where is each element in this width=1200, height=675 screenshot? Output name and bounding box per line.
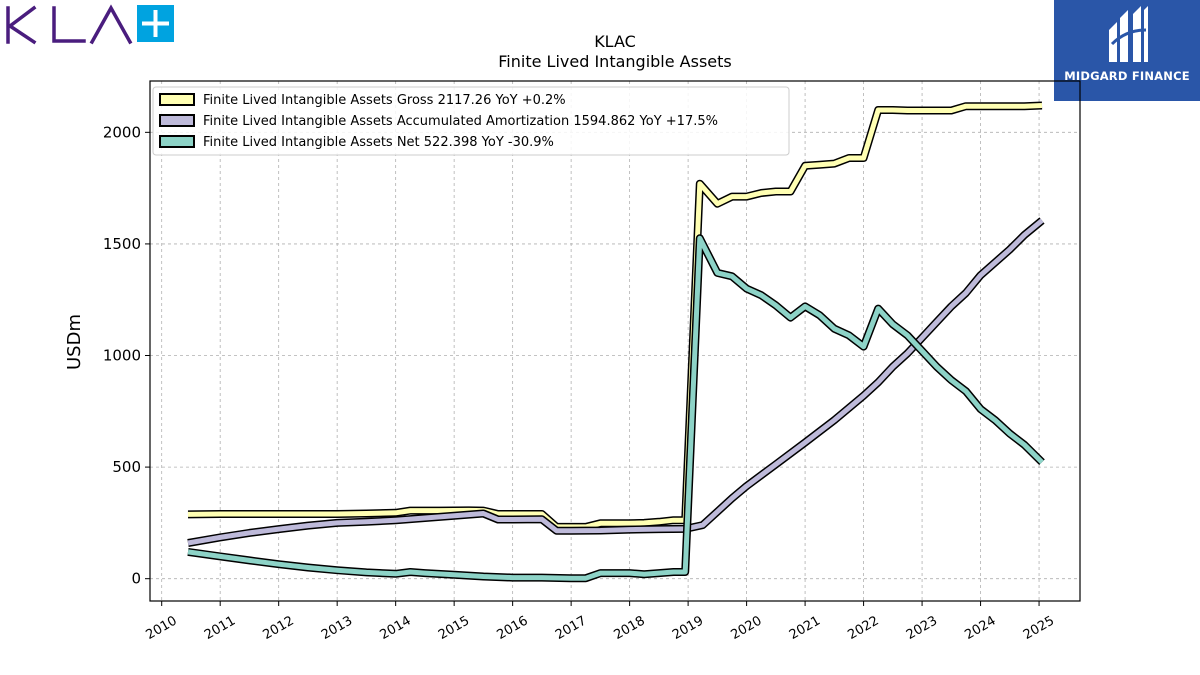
x-tick-label: 2011 bbox=[202, 613, 238, 643]
y-tick-label: 1000 bbox=[103, 347, 141, 365]
legend: Finite Lived Intangible Assets Gross 211… bbox=[152, 86, 790, 156]
x-tick-label: 2018 bbox=[611, 613, 647, 643]
x-tick-label: 2025 bbox=[1021, 613, 1057, 643]
series-lines bbox=[187, 101, 1045, 583]
kla-letter-k bbox=[6, 5, 37, 45]
kla-plus-cross bbox=[142, 10, 169, 37]
x-tick-label: 2016 bbox=[494, 613, 530, 643]
y-axis-label: USDm bbox=[64, 314, 85, 370]
legend-swatch-gross bbox=[159, 93, 195, 106]
legend-label-net: Finite Lived Intangible Assets Net 522.3… bbox=[203, 135, 554, 150]
x-tick-label: 2019 bbox=[670, 613, 706, 643]
x-tick-label: 2022 bbox=[845, 613, 881, 643]
legend-label-amortization: Finite Lived Intangible Assets Accumulat… bbox=[203, 114, 718, 129]
x-tick-label: 2023 bbox=[904, 613, 940, 643]
x-tick-label: 2012 bbox=[261, 613, 297, 643]
series-line-net bbox=[187, 235, 1044, 581]
kla-logo bbox=[6, 4, 174, 45]
kla-letter-l bbox=[52, 6, 86, 43]
kla-wordmark bbox=[6, 4, 133, 45]
midgard-emblem-icon bbox=[1109, 6, 1148, 62]
y-tick-label: 1500 bbox=[103, 235, 141, 253]
y-tick-label: 2000 bbox=[103, 123, 141, 141]
x-tick-label: 2024 bbox=[962, 613, 998, 643]
y-tick-label: 0 bbox=[131, 570, 141, 588]
y-tick-label: 500 bbox=[112, 458, 141, 476]
x-tick-label: 2017 bbox=[553, 613, 589, 643]
series-outline-amortization bbox=[187, 217, 1045, 547]
x-tick-label: 2013 bbox=[319, 613, 355, 643]
series-outline-gross bbox=[187, 101, 1043, 531]
midgard-finance-wordmark: MIDGARD FINANCE bbox=[1064, 69, 1190, 83]
chart-title: KLAC bbox=[594, 32, 636, 51]
legend-swatch-net bbox=[159, 135, 195, 148]
plot-frame bbox=[149, 80, 1081, 602]
series-line-amortization bbox=[187, 218, 1044, 546]
chart-subtitle: Finite Lived Intangible Assets bbox=[498, 52, 731, 71]
x-tick-label: 2010 bbox=[144, 613, 180, 643]
x-tick-label: 2020 bbox=[728, 613, 764, 643]
kla-plus-icon bbox=[137, 5, 174, 42]
legend-swatch-amortization bbox=[159, 114, 195, 127]
kla-letter-a bbox=[89, 4, 133, 45]
x-tick-label: 2021 bbox=[787, 613, 823, 643]
series-line-gross bbox=[187, 103, 1043, 530]
legend-box bbox=[152, 86, 790, 156]
midgard-finance-logo: MIDGARD FINANCE bbox=[1054, 0, 1200, 101]
axis-ticks: 2010 2011 2012 2013 2014 2015 2016 2017 2018 2019… bbox=[103, 123, 1057, 643]
legend-label-gross: Finite Lived Intangible Assets Gross 211… bbox=[203, 93, 566, 108]
x-tick-label: 2014 bbox=[378, 613, 414, 643]
x-tick-label: 2015 bbox=[436, 613, 472, 643]
